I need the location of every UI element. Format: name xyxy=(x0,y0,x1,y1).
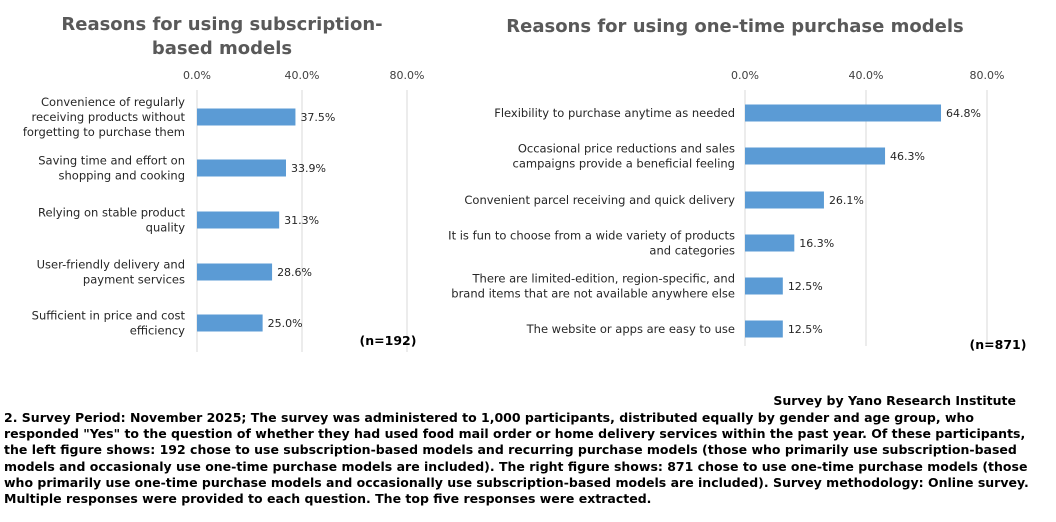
left-sample-size: (n=192) xyxy=(360,333,417,348)
left-bar xyxy=(197,108,296,126)
left-bar xyxy=(197,314,263,332)
survey-note: 2. Survey Period: November 2025; The sur… xyxy=(4,410,1029,507)
right-value-label: 12.5% xyxy=(788,280,823,293)
left-category-label: User-friendly delivery and payment servic… xyxy=(37,258,185,287)
right-chart-title: Reasons for using one-time purchase mode… xyxy=(506,16,963,37)
left-category-label: Convenience of regularly receiving produc… xyxy=(23,95,186,139)
left-category-label: Relying on stable product quality xyxy=(38,206,185,235)
right-category-label: It is fun to choose from a wide variety … xyxy=(448,229,735,258)
right-value-label: 46.3% xyxy=(890,150,925,163)
left-value-label: 33.9% xyxy=(291,162,326,175)
left-bar xyxy=(197,211,280,229)
left-category-label: Saving time and effort on shopping and co… xyxy=(38,154,185,183)
left-chart-title: Reasons for using subscription- xyxy=(61,14,382,35)
right-tick-label: 80.0% xyxy=(970,69,1005,82)
left-value-label: 25.0% xyxy=(268,317,303,330)
right-tick-label: 0.0% xyxy=(731,69,759,82)
right-value-label: 64.8% xyxy=(946,107,981,120)
left-value-label: 37.5% xyxy=(300,111,335,124)
right-bar xyxy=(745,234,795,252)
right-category-label: There are limited-edition, region-specif… xyxy=(451,272,735,301)
left-bar xyxy=(197,159,286,177)
left-chart-title: based models xyxy=(152,38,292,59)
left-tick-label: 0.0% xyxy=(183,69,211,82)
left-tick-label: 80.0% xyxy=(390,69,425,82)
left-value-label: 28.6% xyxy=(277,266,312,279)
right-bar xyxy=(745,320,783,338)
right-value-label: 16.3% xyxy=(799,237,834,250)
right-category-label: The website or apps are easy to use xyxy=(526,322,735,336)
right-category-label: Flexibility to purchase anytime as neede… xyxy=(494,106,735,120)
left-bar xyxy=(197,263,273,281)
source-credit: Survey by Yano Research Institute xyxy=(773,393,1016,408)
right-bar xyxy=(745,104,942,122)
right-category-label: Occasional price reductions and sales cam… xyxy=(513,142,735,171)
right-tick-label: 40.0% xyxy=(849,69,884,82)
left-value-label: 31.3% xyxy=(284,214,319,227)
left-tick-label: 40.0% xyxy=(285,69,320,82)
left-category-label: Sufficient in price and cost efficiency xyxy=(32,309,186,338)
right-bar xyxy=(745,147,886,165)
right-sample-size: (n=871) xyxy=(970,337,1027,352)
right-category-label: Convenient parcel receiving and quick de… xyxy=(464,193,735,207)
right-value-label: 26.1% xyxy=(829,194,864,207)
right-value-label: 12.5% xyxy=(788,323,823,336)
right-bar xyxy=(745,191,824,209)
right-bar xyxy=(745,277,783,295)
